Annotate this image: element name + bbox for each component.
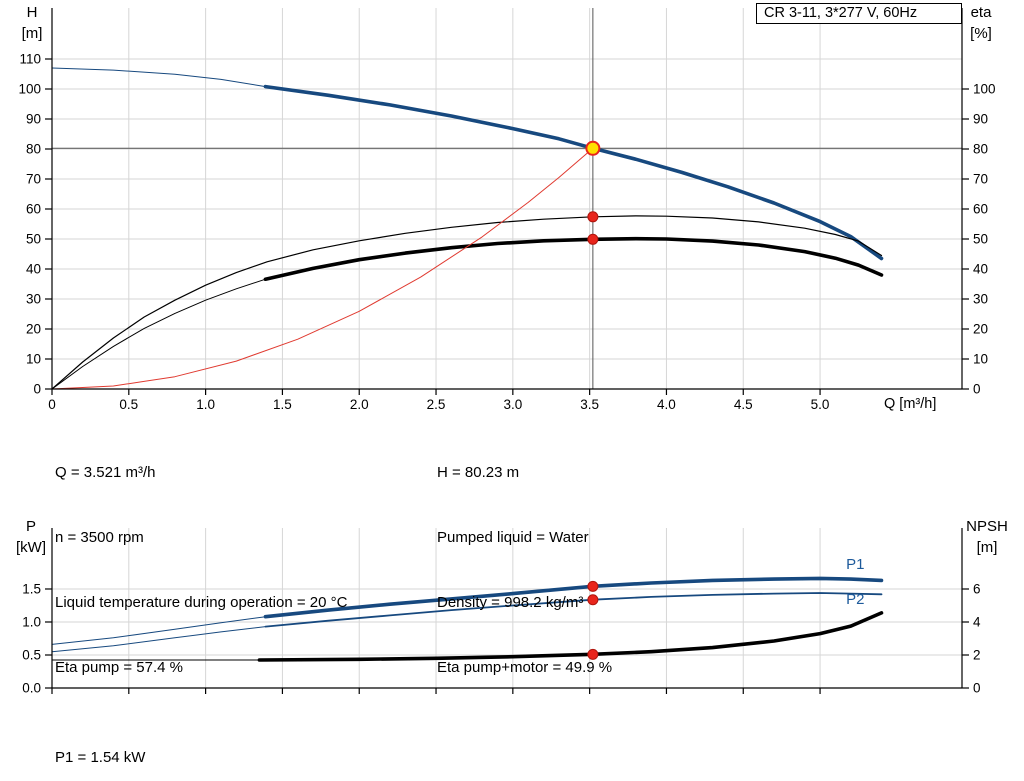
info-pumped-liquid: Pumped liquid = Water bbox=[437, 528, 589, 546]
tick-label-right: 40 bbox=[973, 262, 988, 277]
npsh-point bbox=[587, 648, 599, 660]
eta-axis-unit: [%] bbox=[970, 25, 992, 42]
tick-label-right: 80 bbox=[973, 142, 988, 157]
eta-axis-symbol: eta bbox=[970, 4, 992, 21]
q-axis-title: Q [m³/h] bbox=[884, 396, 937, 412]
p2-curve bbox=[264, 592, 883, 628]
tick-label-left: 110 bbox=[19, 52, 41, 67]
npsh-axis-symbol: NPSH bbox=[966, 518, 1008, 535]
info-eta-pump-motor: Eta pump+motor = 49.9 % bbox=[437, 658, 613, 676]
tick-label-x: 5.0 bbox=[811, 397, 830, 412]
npsh-axis-title: NPSH [m] bbox=[958, 516, 1016, 558]
tick-label-right: 90 bbox=[973, 112, 988, 127]
tick-label-left: 0 bbox=[33, 382, 41, 397]
p-axis-title: P [kW] bbox=[9, 516, 53, 558]
tick-label-left: 10 bbox=[26, 352, 41, 367]
p-axis-symbol: P bbox=[25, 518, 36, 535]
tick-label-x: 2.5 bbox=[427, 397, 446, 412]
h-curve-thin bbox=[51, 67, 266, 88]
tick-label-left: 60 bbox=[26, 202, 41, 217]
p1-point bbox=[587, 580, 599, 592]
tick-label-right: 20 bbox=[973, 322, 988, 337]
p2-point bbox=[587, 594, 599, 606]
tick-label-left: 0.5 bbox=[22, 647, 41, 662]
tick-label-left: 100 bbox=[18, 82, 41, 97]
tick-label-left: 70 bbox=[26, 172, 41, 187]
tick-label-left: 1.0 bbox=[22, 614, 41, 629]
h-axis-symbol: H bbox=[26, 4, 38, 21]
h-axis-title: H [m] bbox=[14, 2, 50, 44]
tick-label-left: 0.0 bbox=[22, 681, 41, 696]
tick-label-left: 90 bbox=[26, 112, 41, 127]
p-axis-unit: [kW] bbox=[16, 539, 46, 556]
power-npsh-chart: 0.0 0.5 1.0 1.5 0 2 4 6 P1 P2 bbox=[22, 528, 981, 696]
p1-curve-label: P1 bbox=[846, 556, 864, 573]
tick-label-left: 50 bbox=[26, 232, 41, 247]
duty-info-right: H = 80.23 m Pumped liquid = Water Densit… bbox=[437, 419, 612, 721]
tick-label-right: 4 bbox=[973, 615, 981, 630]
p2-curve-label: P2 bbox=[846, 591, 864, 608]
eta-pump-motor-curve bbox=[263, 236, 884, 282]
tick-label-x: 4.5 bbox=[734, 397, 753, 412]
tick-label-x: 1.0 bbox=[196, 397, 215, 412]
tick-label-x: 1.5 bbox=[273, 397, 292, 412]
h-axis-unit: [m] bbox=[21, 25, 43, 42]
tick-label-right: 70 bbox=[973, 172, 988, 187]
eta-pump-motor-point bbox=[587, 233, 599, 245]
tick-label-left: 40 bbox=[26, 262, 41, 277]
tick-label-right: 60 bbox=[973, 202, 988, 217]
eta-pump-point bbox=[587, 211, 599, 223]
tick-label-x: 3.5 bbox=[580, 397, 599, 412]
npsh-curve bbox=[257, 611, 884, 662]
eta-pump-curve bbox=[51, 215, 883, 390]
system-curve bbox=[51, 147, 594, 390]
duty-info-left: Q = 3.521 m³/h n = 3500 rpm Liquid tempe… bbox=[55, 419, 347, 721]
info-p1: P1 = 1.54 kW bbox=[55, 749, 146, 767]
h-curve bbox=[263, 84, 884, 261]
tick-label-x: 0.5 bbox=[119, 397, 138, 412]
pump-model-box: CR 3-11, 3*277 V, 60Hz bbox=[756, 3, 962, 24]
tick-label-right: 6 bbox=[973, 582, 981, 597]
eta-axis-title: eta [%] bbox=[960, 2, 1002, 44]
info-eta-pump: Eta pump = 57.4 % bbox=[55, 658, 183, 676]
tick-label-right: 100 bbox=[973, 82, 996, 97]
duty-point-marker bbox=[585, 140, 601, 156]
p1-curve-thin bbox=[51, 616, 266, 645]
tick-label-left: 20 bbox=[26, 322, 41, 337]
p2-curve-thin bbox=[51, 626, 266, 653]
info-flow: Q = 3.521 m³/h bbox=[55, 464, 156, 482]
tick-label-x: 2.0 bbox=[350, 397, 369, 412]
p1-curve bbox=[263, 576, 884, 619]
info-speed: n = 3500 rpm bbox=[55, 528, 144, 546]
eta-pump-motor-thin bbox=[51, 278, 266, 390]
tick-label-right: 2 bbox=[973, 648, 981, 663]
power-info: P1 = 1.54 kW P2 = 1.337 kW NPSH = 2.04 m bbox=[55, 704, 160, 781]
tick-label-x: 3.0 bbox=[503, 397, 522, 412]
qh-eta-chart: 0 10 20 30 40 50 60 70 80 90 100 110 0 10 20 30 40 50 60 70… bbox=[18, 8, 996, 412]
tick-label-right: 0 bbox=[973, 681, 981, 696]
tick-label-left: 80 bbox=[26, 142, 41, 157]
tick-label-left: 30 bbox=[26, 292, 41, 307]
info-head: H = 80.23 m bbox=[437, 464, 520, 482]
tick-label-left: 1.5 bbox=[22, 581, 41, 596]
tick-label-right: 30 bbox=[973, 292, 988, 307]
tick-label-right: 50 bbox=[973, 232, 988, 247]
tick-label-right: 10 bbox=[973, 352, 988, 367]
tick-label-x: 0 bbox=[48, 397, 56, 412]
tick-label-x: 4.0 bbox=[657, 397, 676, 412]
tick-label-right: 0 bbox=[973, 382, 981, 397]
info-density: Density = 998.2 kg/m³ bbox=[437, 593, 584, 611]
info-liquid-temperature: Liquid temperature during operation = 20… bbox=[55, 593, 348, 611]
npsh-axis-unit: [m] bbox=[976, 539, 998, 556]
